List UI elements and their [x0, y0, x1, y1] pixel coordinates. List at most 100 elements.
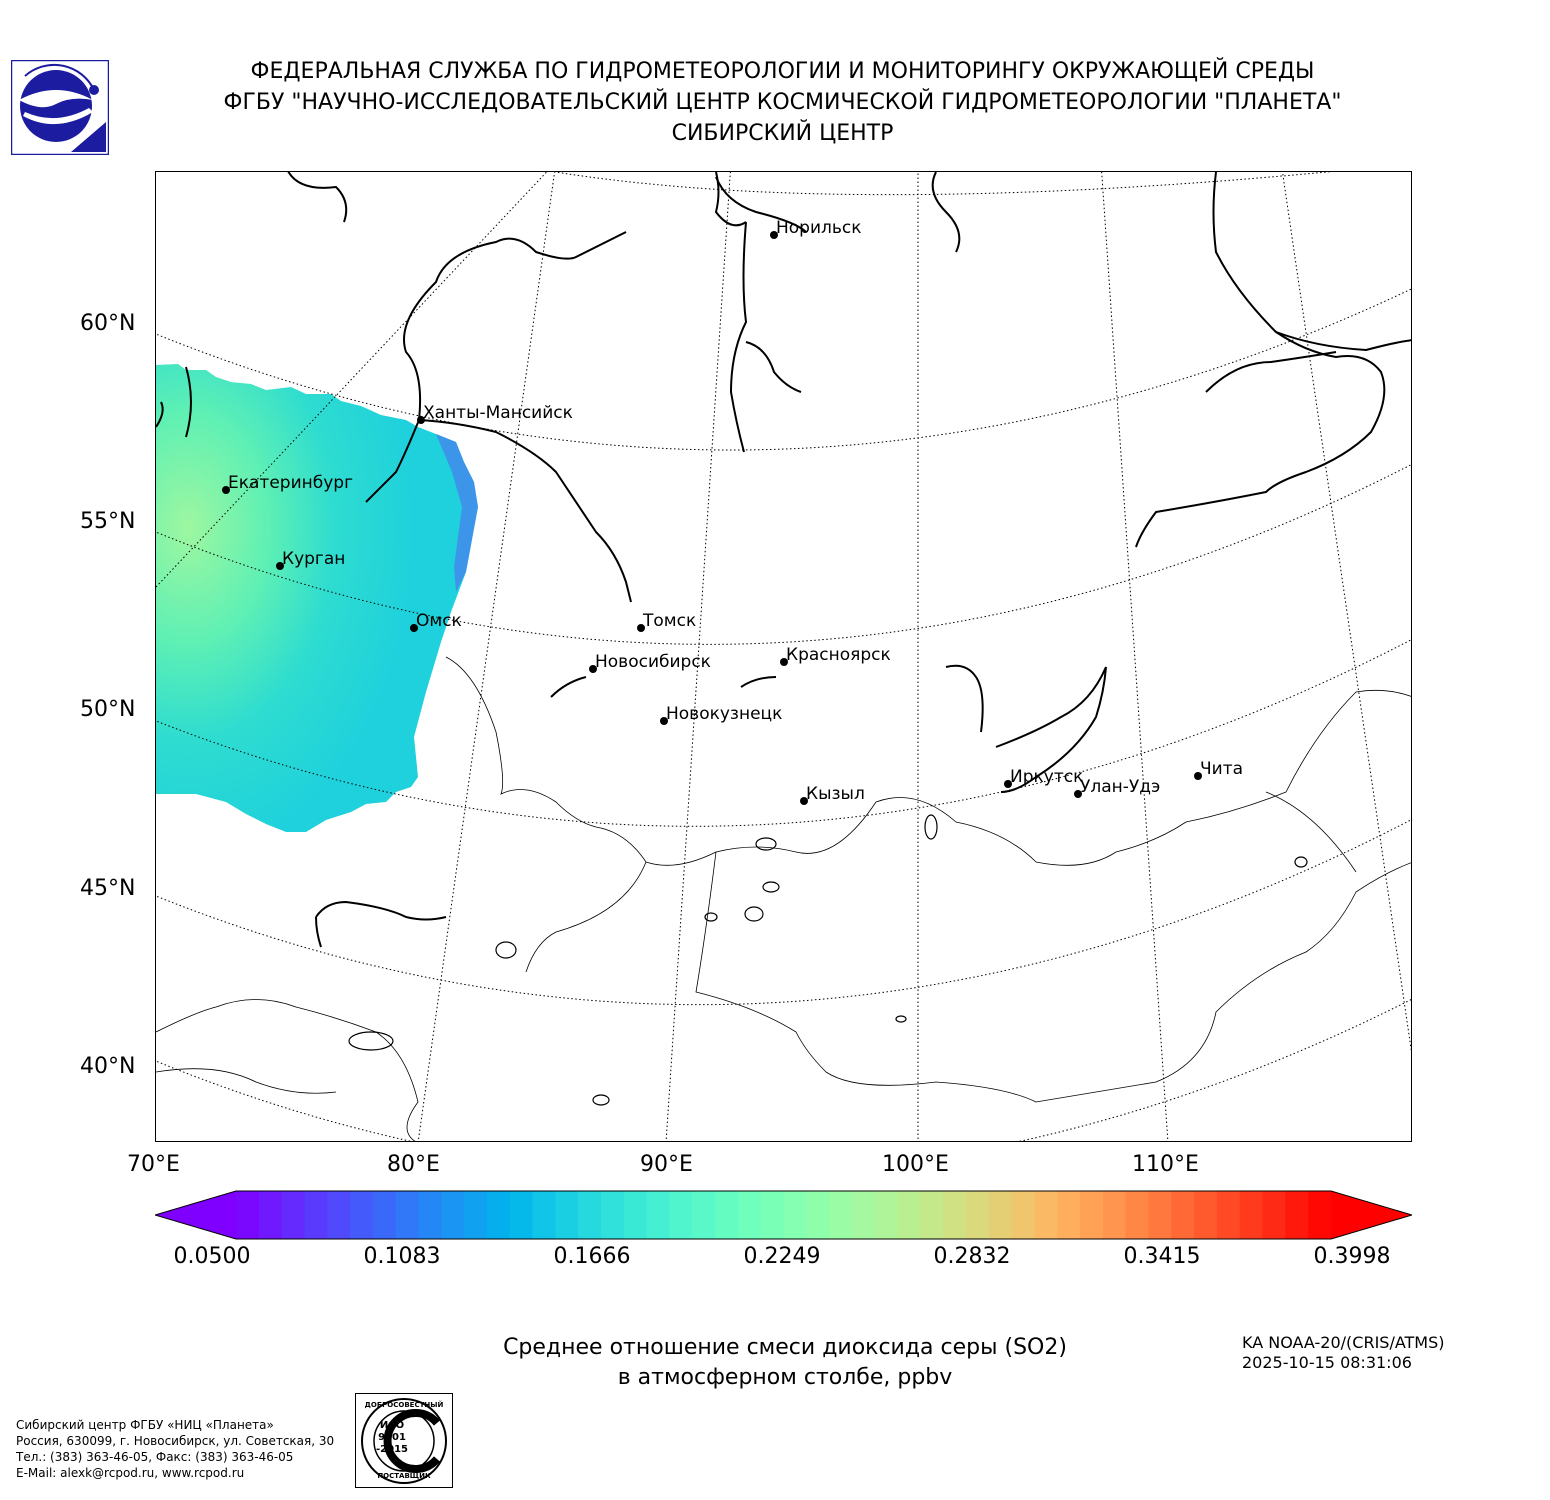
colorbar-cell [304, 1191, 328, 1239]
agency-header: ФЕДЕРАЛЬНАЯ СЛУЖБА ПО ГИДРОМЕТЕОРОЛОГИИ … [150, 56, 1415, 149]
colorbar-cell [1080, 1191, 1104, 1239]
header-line-3: СИБИРСКИЙ ЦЕНТР [671, 121, 894, 146]
colorbar-cell [806, 1191, 830, 1239]
city-marker [417, 416, 425, 424]
colorbar-cell [486, 1191, 511, 1239]
city-label: Новосибирск [595, 652, 711, 672]
lat-label-40: 40°N [80, 1054, 136, 1079]
city-label: Улан-Удэ [1080, 777, 1160, 797]
city-layer: Норильск Ханты-Мансийск Екатеринбург Курган… [222, 218, 1243, 805]
iso-line-2: 9001 [378, 1432, 406, 1443]
colorbar-cell [601, 1191, 625, 1239]
colorbar-cell [920, 1191, 944, 1239]
city-marker [1194, 772, 1202, 780]
colorbar-cell [1057, 1191, 1081, 1239]
colorbar-cell [532, 1191, 556, 1239]
colorbar-cell [1034, 1191, 1058, 1239]
colorbar-cell [281, 1191, 306, 1239]
city-marker [800, 797, 808, 805]
colorbar-cell [646, 1191, 671, 1239]
colorbar-tick-label: 0.1083 [363, 1244, 441, 1269]
city-label: Томск [642, 611, 696, 631]
iso-9001-badge: ДОБРОСОВЕСТНЫЙ ИСО 9001 -2015 ПОСТАВЩИК [355, 1393, 453, 1488]
header-line-1: ФЕДЕРАЛЬНАЯ СЛУЖБА ПО ГИДРОМЕТЕОРОЛОГИИ … [250, 59, 1315, 84]
colorbar-tick-label: 0.3998 [1313, 1244, 1391, 1269]
contact-footer: Сибирский центр ФГБУ «НИЦ «Планета» Росс… [16, 1417, 334, 1481]
colorbar-cell [966, 1191, 990, 1239]
lon-label-80: 80°E [387, 1152, 440, 1177]
colorbar-tick-label: 0.0500 [173, 1244, 251, 1269]
colorbar-cell [783, 1191, 807, 1239]
city-label: Курган [282, 549, 345, 569]
city-label: Екатеринбург [228, 473, 353, 493]
colorbar-cell [372, 1191, 397, 1239]
colorbar-cell [258, 1191, 283, 1239]
colorbar-tick-label: 0.2249 [743, 1244, 821, 1269]
colorbar-cell [874, 1191, 899, 1239]
colorbar-cell [1125, 1191, 1150, 1239]
iso-line-3: -2015 [376, 1444, 408, 1455]
colorbar-cell [236, 1191, 260, 1239]
lon-label-90: 90°E [640, 1152, 693, 1177]
lon-label-100: 100°E [882, 1152, 949, 1177]
colorbar-cell [1216, 1191, 1241, 1239]
colorbar-cell [350, 1191, 374, 1239]
header-line-2: ФГБУ "НАУЧНО-ИССЛЕДОВАТЕЛЬСКИЙ ЦЕНТР КОС… [223, 90, 1342, 115]
city-marker [780, 658, 788, 666]
colorbar-cell [441, 1191, 465, 1239]
colorbar-cell [715, 1191, 739, 1239]
colorbar-cell [418, 1191, 442, 1239]
iso-top-text: ДОБРОСОВЕСТНЫЙ [364, 1401, 444, 1409]
colorbar-cell [1194, 1191, 1218, 1239]
colorbar-cell [1308, 1191, 1332, 1239]
colorbar-cell [578, 1191, 602, 1239]
colorbar-cell [1262, 1191, 1286, 1239]
city-label: Норильск [776, 218, 862, 238]
title-line-2: в атмосферном столбе, ppbv [617, 1365, 953, 1390]
city-marker [770, 231, 778, 239]
so2-field [156, 364, 478, 832]
colorbar-cell [851, 1191, 876, 1239]
colorbar-cell [464, 1191, 488, 1239]
colorbar-cell [829, 1191, 853, 1239]
colorbar-tick-label: 0.1666 [553, 1244, 631, 1269]
city-label: Красноярск [786, 645, 891, 665]
city-marker [1074, 790, 1082, 798]
city-marker [637, 624, 645, 632]
lat-label-55: 55°N [80, 509, 136, 534]
colorbar-cell [555, 1191, 579, 1239]
city-label: Ханты-Мансийск [423, 403, 573, 423]
city-marker [589, 665, 597, 673]
city-marker [222, 486, 230, 494]
lon-label-110: 110°E [1132, 1152, 1199, 1177]
city-label: Чита [1200, 759, 1243, 779]
colorbar-cell [395, 1191, 420, 1239]
satellite-info: KA NOAA-20/(CRIS/ATMS) 2025-10-15 08:31:… [1242, 1333, 1445, 1373]
city-marker [1004, 780, 1012, 788]
colorbar-cell [669, 1191, 693, 1239]
satellite-name: KA NOAA-20/(CRIS/ATMS) [1242, 1333, 1445, 1352]
city-marker [660, 717, 668, 725]
colorbar-cell [988, 1191, 1013, 1239]
colorbar-cell [1011, 1191, 1036, 1239]
footer-phone: Тел.: (383) 363-46-05, Факс: (383) 363-4… [16, 1450, 294, 1464]
lon-label-70: 70°E [127, 1152, 180, 1177]
iso-bottom-text: ПОСТАВЩИК [377, 1472, 431, 1480]
colorbar-cell [623, 1191, 648, 1239]
colorbar-cell [760, 1191, 785, 1239]
footer-email[interactable]: E-Mail: alexk@rcpod.ru, www.rcpod.ru [16, 1466, 245, 1480]
city-label: Новокузнецк [666, 704, 782, 724]
city-label: Иркутск [1010, 767, 1083, 787]
lat-label-50: 50°N [80, 697, 136, 722]
lat-label-45: 45°N [80, 876, 136, 901]
iso-line-1: ИСО [379, 1420, 405, 1431]
city-label: Омск [416, 611, 462, 631]
observation-timestamp: 2025-10-15 08:31:06 [1242, 1353, 1412, 1372]
colorbar-cell [1285, 1191, 1309, 1239]
colorbar-cell [897, 1191, 921, 1239]
colorbar-cell [1102, 1191, 1127, 1239]
colorbar-tick-label: 0.3415 [1123, 1244, 1201, 1269]
colorbar-min-arrow [155, 1191, 236, 1239]
colorbar-cell [737, 1191, 762, 1239]
colorbar-cell [943, 1191, 967, 1239]
